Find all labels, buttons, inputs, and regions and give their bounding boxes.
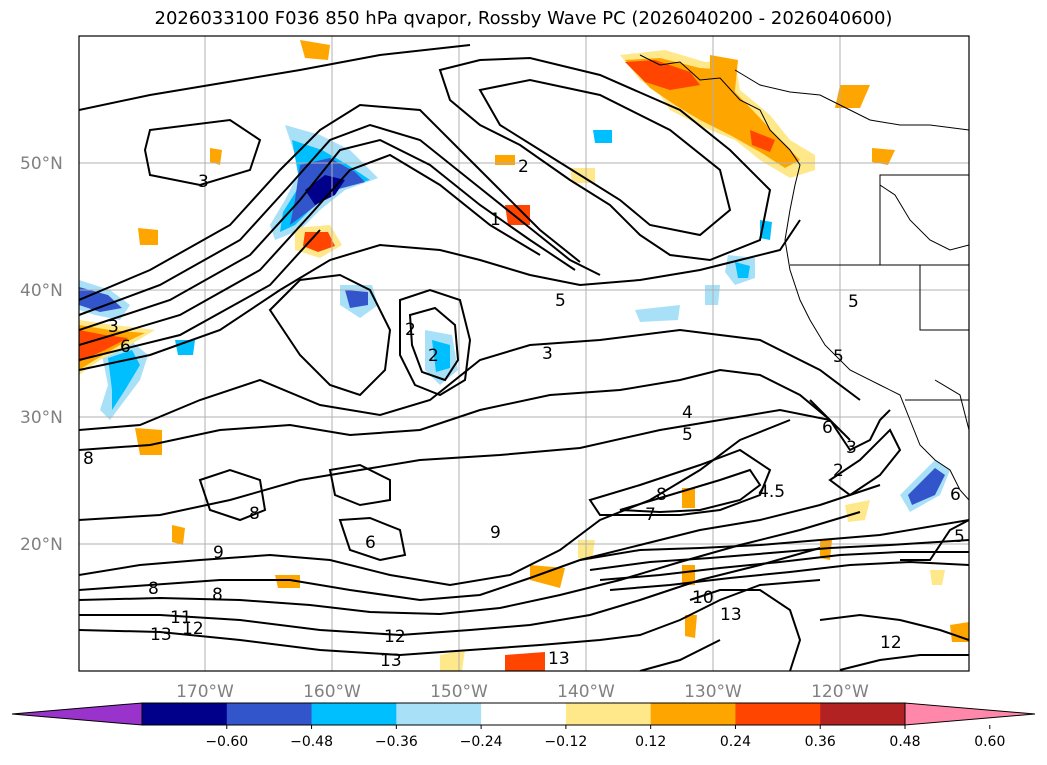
lon-label: 140°W bbox=[557, 682, 615, 702]
colorbar-segment bbox=[481, 703, 567, 725]
colorbar-extend-high bbox=[904, 702, 1036, 726]
contour-label: 3 bbox=[846, 438, 857, 458]
colorbar-tick-label: −0.60 bbox=[205, 734, 248, 750]
contour-label: 5 bbox=[954, 527, 965, 547]
colorbar-tick-label: 0.36 bbox=[805, 734, 836, 750]
colorbar-tick-label: −0.24 bbox=[460, 734, 503, 750]
contour-label: 6 bbox=[120, 337, 131, 357]
lon-label: 170°W bbox=[176, 682, 234, 702]
contour-label: 3 bbox=[198, 172, 209, 192]
lat-label: 40°N bbox=[20, 281, 63, 301]
contour-label: 2 bbox=[518, 157, 529, 177]
contour-label: 5 bbox=[682, 425, 693, 445]
contour-label: 11 bbox=[170, 608, 192, 628]
contour-label: 13 bbox=[720, 605, 742, 625]
map-title: 2026033100 F036 850 hPa qvapor, Rossby W… bbox=[154, 8, 893, 29]
colorbar-tick-label: 0.24 bbox=[720, 734, 751, 750]
colorbar: −0.60 −0.48 −0.36 −0.24 −0.12 0.12 0.24 0.36 0.4… bbox=[11, 702, 1036, 750]
colorbar-tick-label: 0.60 bbox=[974, 734, 1005, 750]
contour-label: 13 bbox=[548, 649, 570, 669]
contour-label: 4.5 bbox=[758, 482, 785, 502]
contour-label: 6 bbox=[365, 533, 376, 553]
contour-label: 8 bbox=[249, 504, 260, 524]
contour-label: 10 bbox=[692, 588, 714, 608]
colorbar-segment bbox=[396, 703, 482, 725]
contour-lines bbox=[79, 44, 969, 671]
lon-label: 160°W bbox=[303, 682, 361, 702]
colorbar-segment bbox=[565, 703, 652, 725]
contour-label: 7 bbox=[645, 505, 656, 525]
contour-label: 8 bbox=[83, 449, 94, 469]
colorbar-segment bbox=[820, 703, 906, 725]
contour-label: 4 bbox=[682, 403, 693, 423]
lon-axis: 170°W 160°W 150°W 140°W 130°W 120°W bbox=[176, 682, 869, 702]
colorbar-tick-label: −0.36 bbox=[375, 734, 418, 750]
contour-labels: 3 2 1 5 3 2 2 6 3 8 4 5 6 3 2 7 8 4.5 8 … bbox=[83, 157, 965, 671]
lon-label: 120°W bbox=[811, 682, 869, 702]
contour-label: 12 bbox=[182, 619, 204, 639]
colorbar-extend-low bbox=[11, 702, 143, 726]
colorbar-border bbox=[141, 702, 906, 726]
contour-label: 5 bbox=[848, 292, 859, 312]
contour-label: 3 bbox=[542, 344, 553, 364]
colorbar-segment bbox=[650, 703, 736, 725]
colorbar-tick-label: 0.48 bbox=[889, 734, 920, 750]
lat-label: 30°N bbox=[20, 408, 63, 428]
map-border bbox=[78, 35, 970, 672]
contour-label: 9 bbox=[213, 543, 224, 563]
contour-label: 13 bbox=[380, 651, 402, 671]
colorbar-tick-label: 0.12 bbox=[635, 734, 666, 750]
lat-label: 50°N bbox=[20, 154, 63, 174]
contour-label: 8 bbox=[148, 579, 159, 599]
gridlines bbox=[79, 36, 969, 671]
lat-label: 20°N bbox=[20, 535, 63, 555]
contour-label: 5 bbox=[555, 291, 566, 311]
lat-axis: 50°N 40°N 30°N 20°N bbox=[20, 154, 63, 555]
contour-label: 8 bbox=[656, 485, 667, 505]
colorbar-segment bbox=[226, 703, 313, 725]
colorbar-tick-label: −0.48 bbox=[290, 734, 333, 750]
contour-label: 1 bbox=[490, 210, 501, 230]
coastlines bbox=[639, 54, 969, 501]
contour-label: 13 bbox=[150, 625, 172, 645]
contour-label: 12 bbox=[384, 627, 406, 647]
contour-label: 2 bbox=[405, 320, 416, 340]
contour-label: 8 bbox=[212, 585, 223, 605]
colorbar-segment bbox=[735, 703, 821, 725]
contour-label: 2 bbox=[428, 346, 439, 366]
contour-label: 6 bbox=[950, 485, 961, 505]
map-area bbox=[79, 36, 969, 671]
contour-label: 2 bbox=[833, 461, 844, 481]
contour-label: 5 bbox=[833, 347, 844, 367]
lon-label: 130°W bbox=[684, 682, 742, 702]
contour-label: 12 bbox=[880, 633, 902, 653]
contour-label: 3 bbox=[108, 317, 119, 337]
colorbar-segment bbox=[142, 703, 228, 725]
colorbar-segment bbox=[311, 703, 397, 725]
contour-label: 6 bbox=[822, 418, 833, 438]
colorbar-tick-label: −0.12 bbox=[544, 734, 587, 750]
contour-label: 9 bbox=[490, 523, 501, 543]
lon-label: 150°W bbox=[430, 682, 488, 702]
